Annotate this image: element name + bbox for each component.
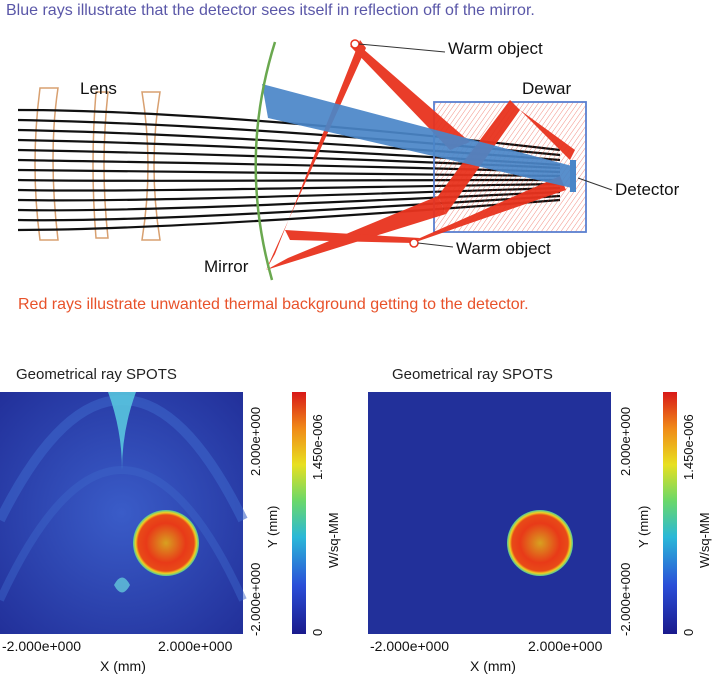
caption-red-rays: Red rays illustrate unwanted thermal bac… bbox=[18, 296, 529, 313]
plot-2-x-label: X (mm) bbox=[470, 658, 516, 674]
label-warm-object-top: Warm object bbox=[448, 39, 543, 58]
colorbar-1 bbox=[292, 392, 306, 634]
plot-2-x-tick-max: 2.000e+000 bbox=[528, 638, 603, 654]
plot-2-colorbar-min: 0 bbox=[681, 628, 696, 636]
plot-2-y-label: Y (mm) bbox=[636, 505, 651, 548]
warm-object-top bbox=[350, 39, 360, 49]
plot-1-x-tick-min: -2.000e+000 bbox=[2, 638, 82, 654]
label-warm-object-bottom: Warm object bbox=[456, 239, 551, 258]
plot-1-y-tick-max: 2.000e+000 bbox=[248, 406, 263, 476]
blue-rays bbox=[262, 84, 572, 188]
plot-2-y-tick-min: -2.000e+000 bbox=[618, 562, 633, 636]
plot-1-x-tick-max: 2.000e+000 bbox=[158, 638, 233, 654]
plot-2-colorbar-max: 1.450e-006 bbox=[681, 414, 696, 480]
plot-1-title: Geometrical ray SPOTS bbox=[16, 366, 177, 383]
plot-1-colorbar-label: W/sq-MM bbox=[326, 512, 341, 568]
detector bbox=[570, 160, 576, 192]
colorbar-2 bbox=[663, 392, 677, 634]
label-detector: Detector bbox=[615, 180, 680, 199]
warm-object-bottom bbox=[409, 238, 419, 248]
caption-blue-rays: Blue rays illustrate that the detector s… bbox=[6, 2, 535, 19]
plot-1-colorbar-max: 1.450e-006 bbox=[310, 414, 325, 480]
plot-2-title: Geometrical ray SPOTS bbox=[392, 366, 553, 383]
lens-elements bbox=[34, 87, 161, 241]
spot-plot-2 bbox=[368, 392, 611, 634]
label-dewar: Dewar bbox=[522, 79, 572, 98]
mirror bbox=[254, 41, 277, 281]
plot-1-colorbar-min: 0 bbox=[310, 628, 325, 636]
plot-1-x-label: X (mm) bbox=[100, 658, 146, 674]
label-lens: Lens bbox=[80, 79, 117, 98]
plot-1-y-label: Y (mm) bbox=[265, 505, 280, 548]
plot-1-y-tick-min: -2.000e+000 bbox=[248, 562, 263, 636]
plot-2-colorbar-label: W/sq-MM bbox=[697, 512, 712, 568]
spot-plot-1 bbox=[0, 392, 248, 634]
plot-2-y-tick-max: 2.000e+000 bbox=[618, 406, 633, 476]
label-mirror: Mirror bbox=[204, 257, 249, 276]
plot-2-x-tick-min: -2.000e+000 bbox=[370, 638, 450, 654]
leader-lines bbox=[358, 43, 613, 248]
